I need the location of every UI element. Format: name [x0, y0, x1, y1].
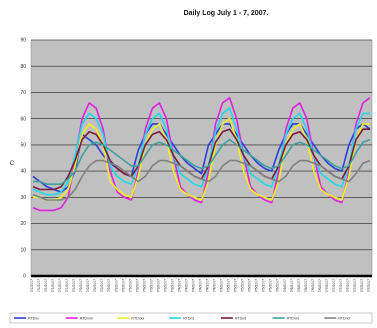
x-tick-label: 7/4/2007 [192, 279, 196, 292]
x-tick-label: 7/1/2007 [65, 279, 69, 292]
y-tick-label: 50 [20, 142, 26, 148]
plot-area [30, 39, 373, 277]
x-tick-label: 7/2/2007 [114, 279, 118, 292]
x-tick-label: 7/5/2007 [269, 279, 273, 292]
x-tick-label: 7/3/2007 [163, 279, 167, 292]
x-tick-label: 7/3/2007 [149, 279, 153, 292]
x-tick-label: 7/7/2007 [332, 279, 336, 292]
y-tick-label: 70 [20, 90, 26, 96]
x-tick-label: 7/2/2007 [86, 279, 90, 292]
y-axis-label: C [10, 161, 15, 167]
x-tick-label: 7/5/2007 [241, 279, 245, 292]
x-tick-label: 7/7/2007 [325, 279, 329, 292]
y-tick-label: 10 [20, 247, 26, 253]
x-tick-label: 7/2/2007 [93, 279, 97, 292]
x-tick-label: 7/6/2007 [276, 279, 280, 292]
x-tick-label: 7/7/2007 [367, 279, 371, 292]
x-tick-label: 7/5/2007 [248, 279, 252, 292]
legend-label: RTDn1 [183, 316, 194, 320]
x-tick-label: 7/6/2007 [311, 279, 315, 292]
series-line [33, 138, 371, 185]
x-tick-label: 7/4/2007 [213, 279, 217, 292]
x-tick-label: 7/1/2007 [51, 279, 55, 292]
x-tick-label: 7/3/2007 [135, 279, 139, 292]
x-tick-label: 7/6/2007 [297, 279, 301, 292]
x-tick-label: 7/2/2007 [79, 279, 83, 292]
x-tick-label: 7/5/2007 [262, 279, 266, 292]
x-tick-label: 7/6/2007 [318, 279, 322, 292]
x-tick-label: 7/1/2007 [30, 279, 34, 292]
legend-label: RTDnd [338, 316, 349, 320]
x-tick-label: 7/1/2007 [44, 279, 48, 292]
x-tick-label: 7/5/2007 [234, 279, 238, 292]
y-tick-label: 0 [23, 274, 26, 280]
legend: RTDxx RTDnnn RTDxxx RTDn1 RTDnd RTDnnt RTDnd [9, 312, 373, 324]
x-axis-ticks: 7/1/2007 7/1/2007 7/1/2007 7/1/2007 7/1/2007… [30, 279, 371, 292]
gridlines [31, 39, 372, 251]
x-tick-label: 7/7/2007 [360, 279, 364, 292]
y-tick-label: 20 [20, 221, 26, 227]
y-axis-ticks: 0 10 20 30 40 50 60 70 80 90 [20, 38, 26, 280]
series-line [33, 117, 370, 201]
y-tick-label: 30 [20, 195, 26, 201]
x-tick-label: 7/5/2007 [255, 279, 259, 292]
x-tick-label: 7/4/2007 [206, 279, 210, 292]
series-line [32, 123, 371, 193]
x-tick-label: 7/4/2007 [177, 279, 181, 292]
y-tick-label: 90 [20, 38, 26, 44]
x-tick-label: 7/1/2007 [37, 279, 41, 292]
x-tick-label: 7/3/2007 [128, 279, 132, 292]
y-tick-label: 80 [20, 64, 26, 70]
series-line [32, 159, 371, 201]
y-tick-label: 60 [20, 116, 26, 122]
x-tick-label: 7/2/2007 [121, 279, 125, 292]
x-tick-label: 7/2/2007 [107, 279, 111, 292]
x-tick-label: 7/7/2007 [339, 279, 343, 292]
series-lines [32, 96, 371, 212]
x-tick-label: 7/4/2007 [220, 279, 224, 292]
x-tick-label: 7/1/2007 [58, 279, 62, 292]
x-tick-label: 7/6/2007 [283, 279, 287, 292]
x-tick-label: 7/5/2007 [227, 279, 231, 292]
legend-label: RTDnd [235, 316, 246, 320]
legend-label: RTDxx [28, 316, 39, 320]
legend-label: RTDnnn [80, 316, 93, 320]
legend-box [9, 312, 373, 324]
legend-label: RTDnnt [287, 316, 299, 320]
x-tick-label: 7/6/2007 [304, 279, 308, 292]
x-tick-label: 7/3/2007 [170, 279, 174, 292]
x-tick-label: 7/2/2007 [100, 279, 104, 292]
x-tick-label: 7/3/2007 [156, 279, 160, 292]
x-tick-label: 7/7/2007 [346, 279, 350, 292]
x-tick-label: 7/4/2007 [185, 279, 189, 292]
chart-title: Daily Log July 1 - 7, 2007. [184, 10, 269, 17]
x-tick-label: 7/4/2007 [199, 279, 203, 292]
x-tick-label: 7/1/2007 [72, 279, 76, 292]
legend-label: RTDxxx [131, 316, 144, 320]
y-tick-label: 40 [20, 169, 26, 175]
x-tick-label: 7/6/2007 [290, 279, 294, 292]
x-tick-label: 7/3/2007 [142, 279, 146, 292]
x-tick-label: 7/7/2007 [353, 279, 357, 292]
